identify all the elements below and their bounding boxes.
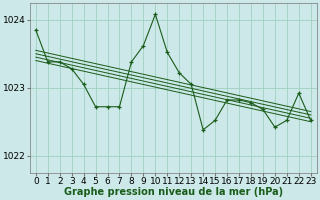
- X-axis label: Graphe pression niveau de la mer (hPa): Graphe pression niveau de la mer (hPa): [64, 187, 283, 197]
